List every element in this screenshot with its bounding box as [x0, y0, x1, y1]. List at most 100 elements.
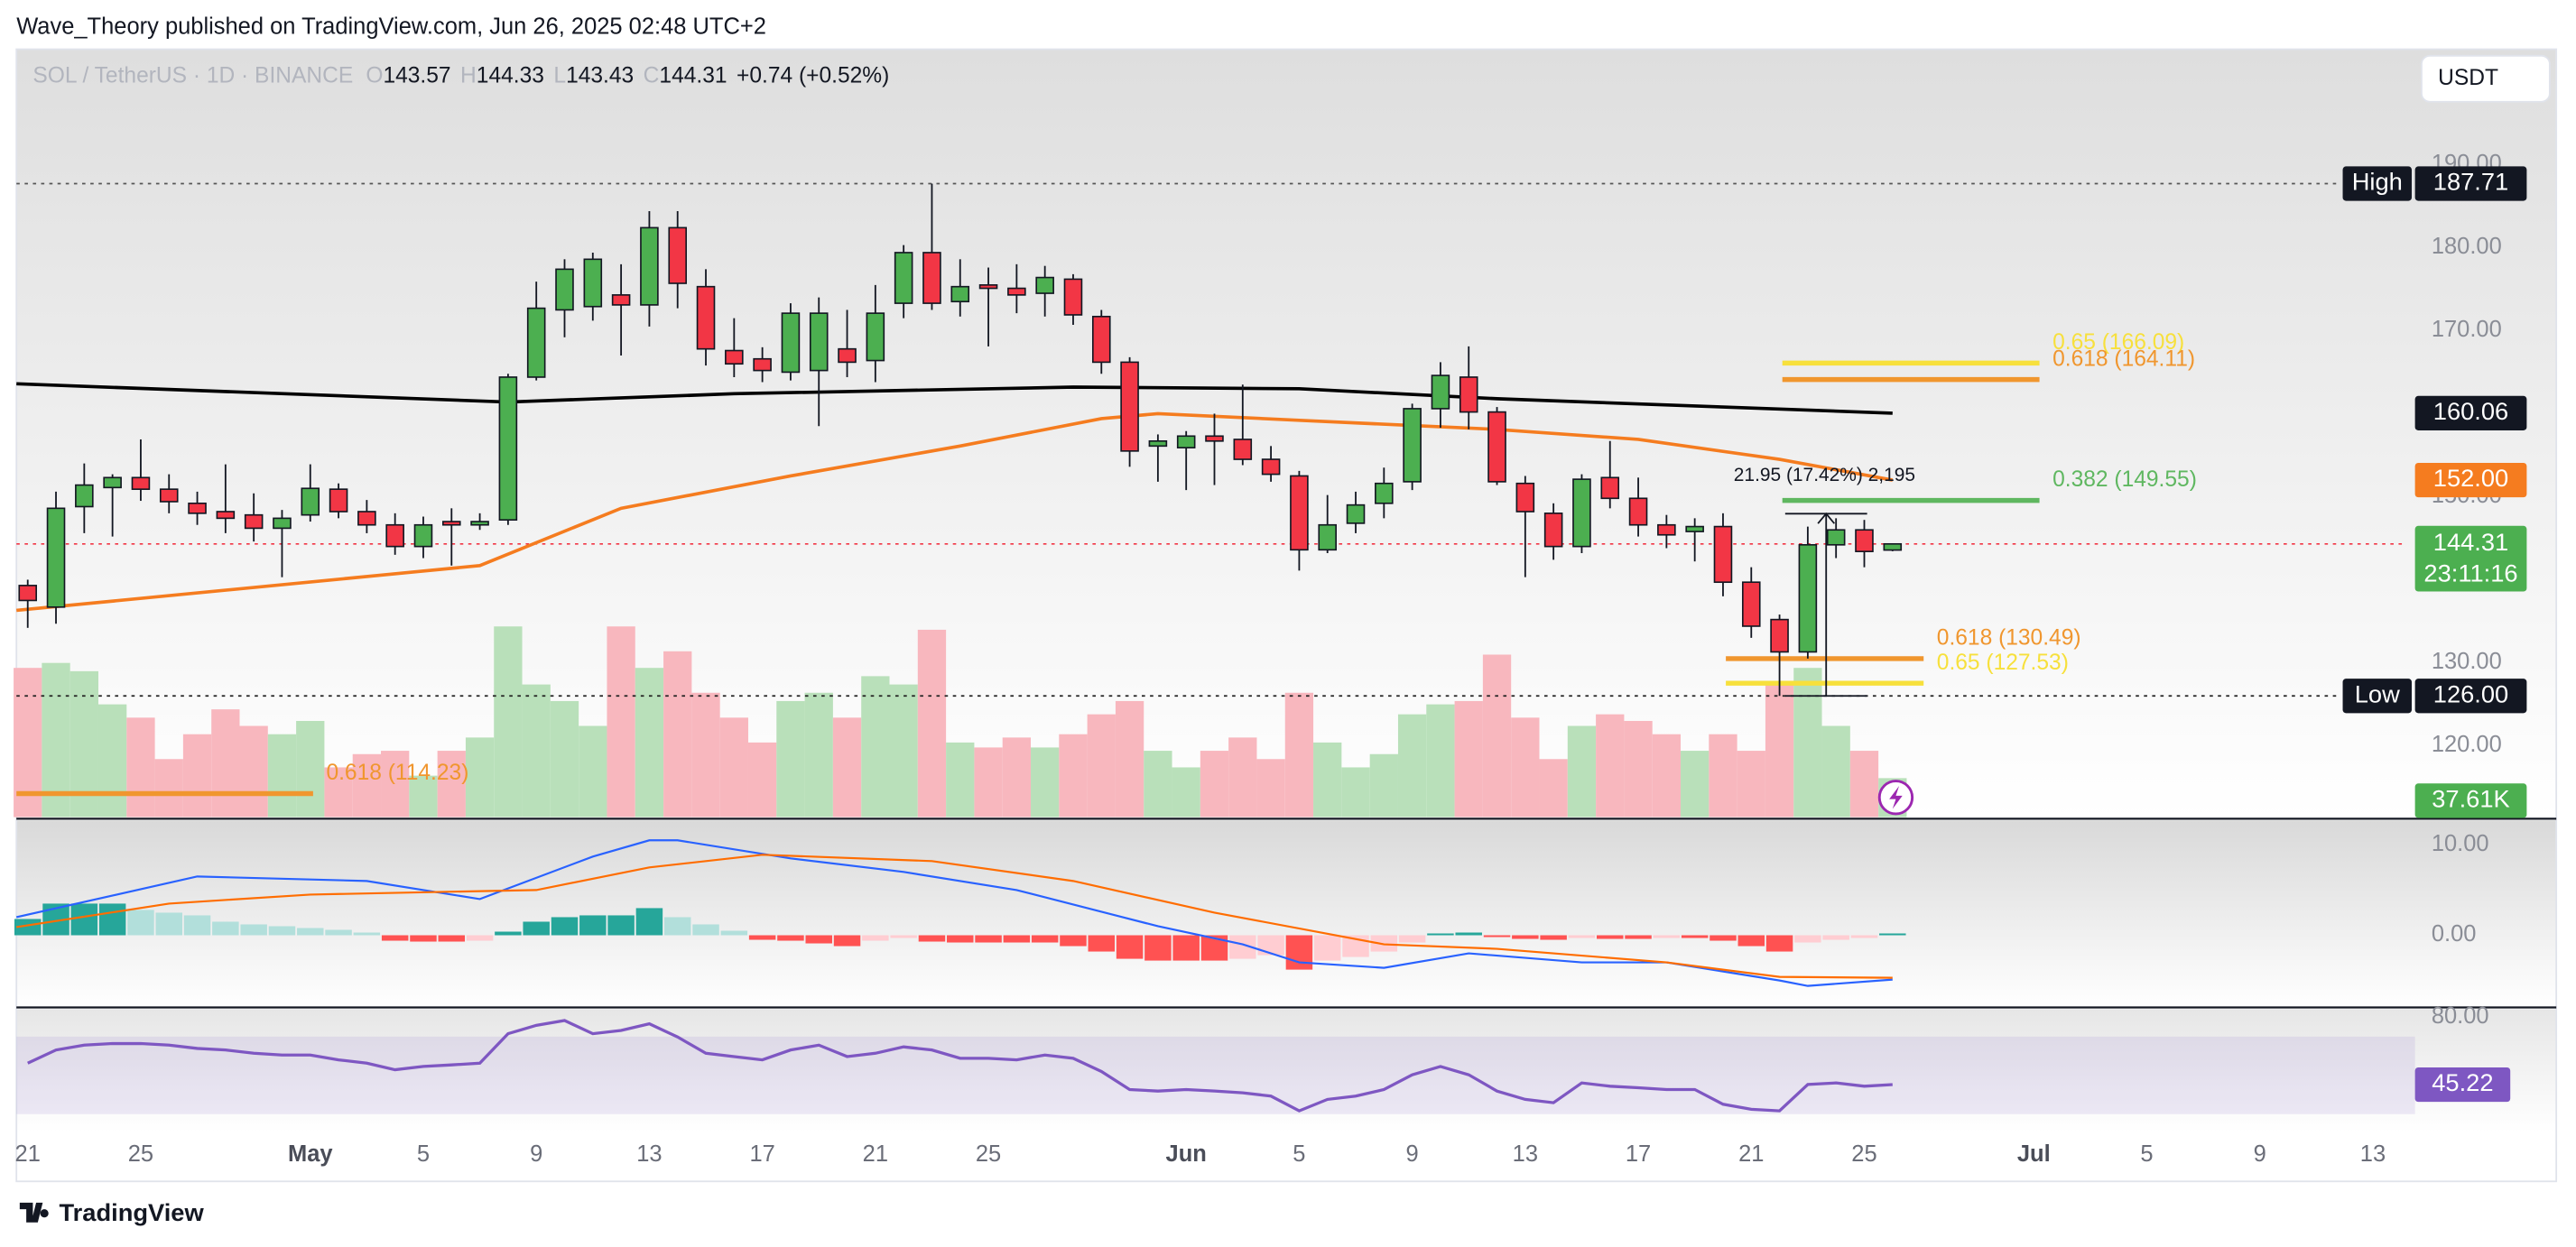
- volume-bar: [1341, 767, 1370, 817]
- volume-bar: [1681, 751, 1710, 817]
- candle-body: [1770, 618, 1789, 653]
- candle-body: [1543, 513, 1563, 548]
- price-label-box: [2414, 166, 2527, 201]
- volume-bar: [465, 737, 495, 817]
- histogram-bar: [975, 935, 1002, 943]
- volume-bar: [974, 747, 1003, 817]
- x-tick-label: 21: [15, 1141, 41, 1167]
- candle-body: [894, 252, 913, 304]
- high-value: 144.33: [477, 64, 544, 88]
- histogram-bar: [720, 930, 748, 936]
- candle-body: [498, 376, 518, 522]
- histogram-bar: [1172, 935, 1200, 961]
- volume-bar: [861, 676, 890, 817]
- x-tick-label: 9: [2254, 1141, 2266, 1167]
- histogram-bar: [1568, 935, 1596, 938]
- histogram-bar: [1116, 935, 1144, 959]
- volume-bar: [1059, 734, 1088, 817]
- volume-bar: [409, 775, 438, 817]
- volume-bar: [1765, 684, 1794, 817]
- volume-bar: [1426, 704, 1455, 817]
- candle-body: [357, 511, 376, 526]
- volume-bar: [494, 626, 523, 817]
- volume-bar: [1793, 668, 1822, 817]
- x-tick-label: 5: [2140, 1141, 2153, 1167]
- histogram-bar: [1879, 933, 1906, 936]
- volume-bar: [889, 684, 918, 817]
- alert-icon-bolt: [1889, 786, 1903, 809]
- candle-body: [273, 517, 292, 530]
- price-label-box: [2414, 679, 2527, 714]
- legend: SOL / TetherUS · 1D · BINANCE O143.57 H1…: [32, 64, 889, 88]
- rsi-line: [27, 1019, 1893, 1113]
- volume-bar: [1087, 714, 1116, 817]
- histogram-bar: [155, 912, 182, 936]
- histogram-bar: [495, 931, 522, 936]
- symbol: SOL / TetherUS · 1D · BINANCE: [32, 64, 353, 88]
- candle-body: [1515, 482, 1535, 513]
- candle-body: [583, 258, 603, 308]
- histogram-bar: [70, 903, 98, 936]
- volume-bar: [1567, 725, 1597, 817]
- open-label: O: [366, 64, 383, 88]
- currency-button[interactable]: USDT: [2420, 54, 2551, 103]
- currency-button-box[interactable]: [2420, 54, 2551, 103]
- y-tick-label: 130.00: [2432, 649, 2502, 674]
- candle-body: [1007, 287, 1026, 296]
- candle-body: [301, 487, 320, 516]
- candle-body: [1091, 315, 1111, 364]
- price-label: 152.00: [2433, 464, 2508, 492]
- currency-label[interactable]: USDT: [2438, 66, 2498, 90]
- x-tick-label: 9: [530, 1141, 542, 1167]
- candle-body: [1375, 482, 1394, 504]
- histogram-bar: [918, 935, 946, 942]
- candle-body: [131, 476, 151, 490]
- candle-body: [1741, 581, 1761, 627]
- candle-body: [781, 312, 801, 374]
- candle-body: [668, 226, 688, 284]
- volume-bar: [917, 629, 947, 817]
- candle-body: [103, 476, 122, 489]
- volume-bar: [832, 717, 862, 817]
- y-tick-label: 10.00: [2432, 831, 2489, 856]
- volume-bar: [1482, 654, 1512, 817]
- histogram-bar: [551, 917, 579, 936]
- volume-bar: [719, 717, 748, 817]
- fib-label: 0.65 (166.09): [2052, 330, 2184, 355]
- low-label: L: [553, 64, 566, 88]
- volume-bar: [1115, 700, 1144, 817]
- brand-name: TradingView: [60, 1198, 205, 1226]
- x-tick-label: 13: [2360, 1141, 2386, 1167]
- histogram-bar: [1313, 935, 1341, 961]
- volume-bar: [579, 725, 607, 817]
- x-tick-label: 25: [1851, 1141, 1876, 1167]
- x-tick-label: 13: [636, 1141, 662, 1167]
- candle-body: [244, 513, 264, 530]
- candle-body: [640, 226, 659, 306]
- price-label: 126.00: [2433, 679, 2508, 707]
- histogram-bar: [438, 935, 466, 942]
- histogram-bar: [890, 935, 917, 938]
- rsi-pane: [16, 1009, 2557, 1132]
- volume-bar: [324, 767, 353, 817]
- candle-body: [922, 252, 941, 304]
- candle-body: [526, 307, 546, 378]
- volume-bar: [1821, 725, 1850, 817]
- candle-body: [188, 502, 207, 514]
- candle-body: [470, 521, 489, 526]
- histogram-bar: [14, 919, 42, 936]
- candle-body: [1600, 476, 1620, 500]
- volume-bar: [1454, 700, 1483, 817]
- volume-bar: [1737, 751, 1765, 817]
- chart-frame: [15, 48, 2558, 1183]
- histogram-bar: [212, 921, 239, 936]
- volume-bar: [607, 626, 635, 817]
- macd-line: [16, 854, 1893, 979]
- histogram-bar: [1822, 935, 1849, 940]
- volume-bar: [946, 742, 975, 817]
- volume-bar: [437, 751, 466, 817]
- histogram-bar: [523, 921, 550, 936]
- volume-bar: [1031, 747, 1060, 817]
- volume-bar: [1652, 734, 1682, 817]
- volume-bar: [126, 717, 155, 817]
